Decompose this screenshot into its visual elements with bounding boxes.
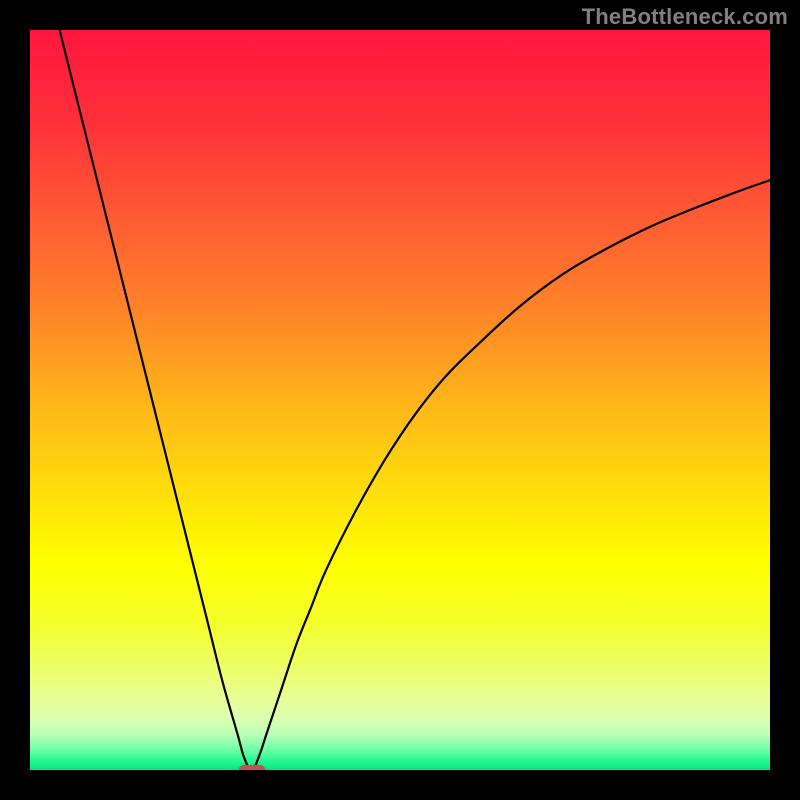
minimum-marker [239, 765, 266, 770]
plot-svg [30, 30, 770, 770]
attribution-text: TheBottleneck.com [582, 4, 788, 30]
plot-area [30, 30, 770, 770]
chart-frame: TheBottleneck.com [0, 0, 800, 800]
gradient-background [30, 30, 770, 770]
